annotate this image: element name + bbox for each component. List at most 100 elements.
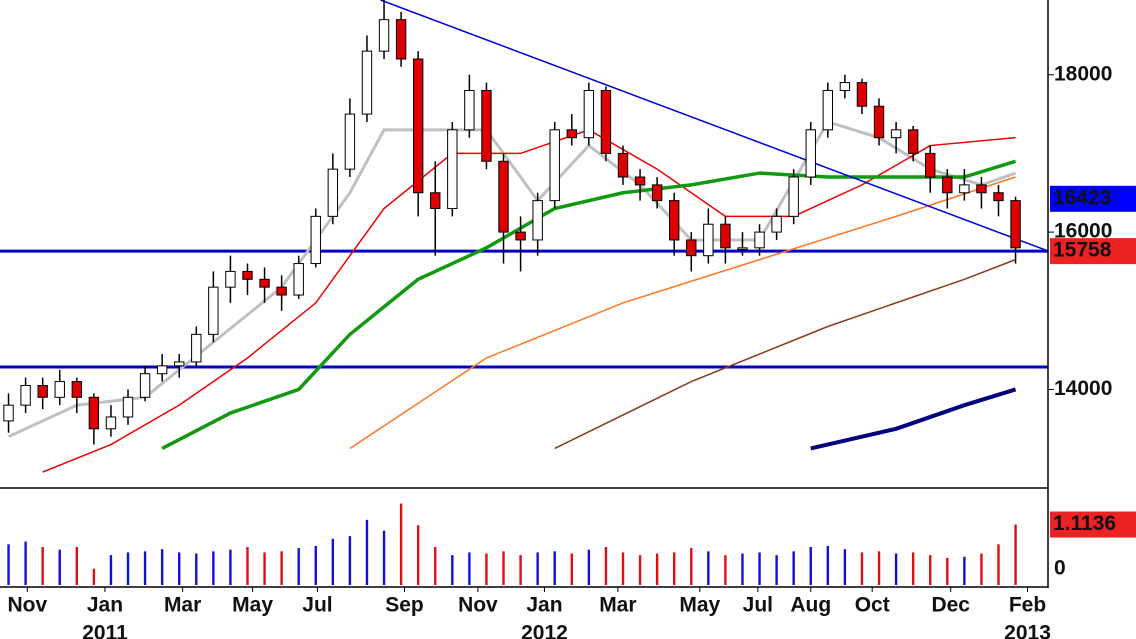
volume-bar <box>792 551 795 585</box>
candle-body <box>327 168 339 217</box>
candle-body <box>686 239 697 257</box>
x-tick-label: Jan <box>526 594 562 617</box>
candle-body <box>481 89 492 162</box>
volume-bar <box>553 551 556 585</box>
price-marker-box <box>1050 238 1136 265</box>
volume-bar <box>980 553 983 585</box>
x-tick-label: Mar <box>164 594 201 617</box>
candle-body <box>754 231 765 249</box>
volume-bar <box>212 551 215 585</box>
volume-bar <box>160 549 164 585</box>
volume-bar <box>399 503 403 585</box>
y-tick-label: 18000 <box>1054 62 1112 85</box>
candle-body <box>71 381 83 398</box>
x-tick-label: Sep <box>385 594 424 617</box>
candle-body <box>651 184 663 202</box>
volume-bar <box>280 551 283 585</box>
x-tick-label: Oct <box>855 594 890 617</box>
volume-bar <box>434 547 437 585</box>
candle-body <box>430 192 441 209</box>
candle-body <box>959 184 970 194</box>
candle-body <box>720 223 731 249</box>
candle-body <box>174 361 185 367</box>
volume-bar <box>570 553 573 585</box>
moving-average <box>554 258 1016 450</box>
candle-body <box>703 223 714 257</box>
volume-bar <box>502 551 505 585</box>
candle-body <box>839 82 851 91</box>
volume-marker-box <box>1050 511 1136 538</box>
candle-body <box>873 105 885 139</box>
volume-bar <box>468 552 471 585</box>
volume-bar <box>92 568 96 585</box>
volume-bar <box>485 553 488 585</box>
volume-bar <box>246 547 249 585</box>
candle-body <box>566 129 577 139</box>
volume-bar <box>314 545 317 585</box>
price-marker-label: 16423 <box>1053 186 1111 209</box>
volume-bar <box>741 553 744 585</box>
candle-body <box>139 373 151 398</box>
volume-marker-label: 1.1136 <box>1053 512 1116 535</box>
candle-body <box>191 333 202 363</box>
volume-bar <box>263 552 266 585</box>
moving-average <box>349 176 1016 450</box>
volume-bar <box>1014 524 1017 585</box>
volume-bar <box>178 552 181 585</box>
candle-body <box>771 215 782 233</box>
candle-body <box>344 113 356 170</box>
candle-body <box>122 396 134 418</box>
volume-bar <box>809 547 812 585</box>
volume-bar <box>929 555 932 585</box>
candle-body <box>890 129 902 139</box>
volume-bar <box>109 555 113 585</box>
candle-body <box>669 200 680 241</box>
candle-body <box>737 247 748 250</box>
price-marker-box <box>1050 185 1136 212</box>
candle-body <box>515 231 526 241</box>
candle-body <box>242 270 253 280</box>
year-label: 2013 <box>1004 622 1051 639</box>
candle-body <box>532 200 543 241</box>
volume-bar <box>519 555 522 585</box>
candle-body <box>942 176 953 194</box>
candle-body <box>634 176 646 186</box>
volume-bar <box>690 548 693 585</box>
moving-average <box>42 128 1016 473</box>
volume-bar <box>621 552 625 585</box>
candle-body <box>395 19 407 60</box>
volume-bar <box>894 553 898 585</box>
volume-bar <box>911 552 915 585</box>
volume-bar <box>229 549 232 585</box>
volume-bar <box>58 549 61 585</box>
volume-bar <box>673 552 676 585</box>
volume-bar <box>536 552 539 585</box>
year-label: 2012 <box>521 622 568 639</box>
volume-bar <box>638 555 642 585</box>
candle-body <box>259 278 270 288</box>
candle-body <box>1010 200 1021 249</box>
volume-bar <box>946 557 949 585</box>
volume-bar <box>587 549 591 585</box>
volume-bar <box>382 530 386 585</box>
volume-bar <box>775 555 778 585</box>
moving-average <box>161 159 1017 451</box>
x-tick-label: Aug <box>790 594 831 617</box>
candle-body <box>156 365 168 375</box>
volume-tick-label: 0 <box>1054 557 1066 580</box>
price-panel <box>0 0 1048 473</box>
candle-body <box>822 89 834 131</box>
candle-body <box>617 152 629 178</box>
candle-body <box>88 396 100 430</box>
volume-bar <box>331 538 335 585</box>
candle-body <box>805 129 816 178</box>
candle-body <box>498 160 509 233</box>
volume-panel <box>7 503 1017 585</box>
volume-bar <box>826 545 830 585</box>
volume-bar <box>655 553 659 585</box>
candle-body <box>37 385 48 398</box>
candle-body <box>54 381 65 398</box>
x-tick-label: Nov <box>458 594 498 617</box>
candle-body <box>788 176 799 217</box>
